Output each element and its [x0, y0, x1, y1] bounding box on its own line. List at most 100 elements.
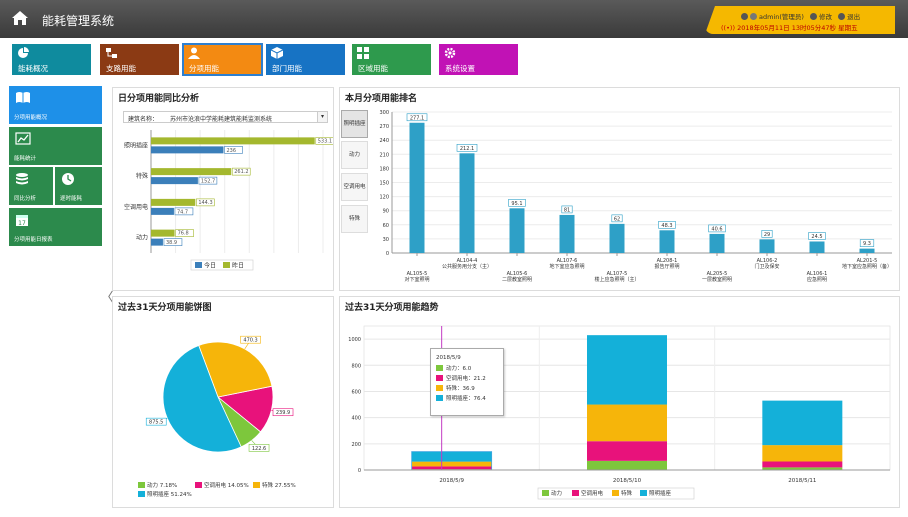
data-label: 76.8 — [178, 231, 189, 237]
pie-chart: 122.6 239.9 470.3 875.5 动力 7.18% 空调用电 14.05% 特… — [138, 335, 296, 498]
y-tick-label: 240 — [379, 138, 389, 144]
stack-segment — [762, 445, 843, 462]
nav-item-hourly[interactable]: 逐时能耗 — [55, 167, 102, 205]
y-tick-label: 0 — [358, 468, 361, 474]
y-tick-label: 120 — [379, 195, 389, 201]
tab-special[interactable]: 特殊 — [341, 205, 368, 233]
tab-module-2[interactable]: 分项用能 — [182, 43, 263, 76]
nav-item-label: 分项用能日报表 — [14, 237, 53, 243]
ranking-bar — [509, 208, 525, 253]
legend-swatch — [195, 482, 202, 488]
pie-icon — [18, 47, 29, 58]
user-icon — [188, 47, 200, 59]
trend-tooltip: 2018/5/9 动力：6.0 空调用电：21.2 特殊：36.9 照明插座：7… — [430, 348, 504, 416]
bar-yesterday — [151, 198, 196, 206]
legend-label: 动力 — [551, 489, 562, 497]
trend-stacked-chart: 0 200 400 600 800 1000 2018/5/9 2018/5/10 2018/5… — [348, 325, 891, 500]
tab-module-3[interactable]: 部门用能 — [266, 44, 345, 75]
data-label-box — [198, 176, 218, 185]
data-label: 29 — [764, 232, 770, 238]
tab-power[interactable]: 动力 — [341, 141, 368, 169]
nav-item-overview[interactable]: 分项用能概况 — [9, 86, 102, 124]
x-tick-label: 2018/5/10 — [613, 478, 642, 484]
data-label: 470.3 — [243, 338, 257, 344]
x-tick-label: AL106-1 — [807, 271, 828, 277]
user-icon — [750, 13, 757, 20]
bar-yesterday — [151, 137, 315, 145]
data-label-box — [508, 199, 526, 207]
info-icon — [741, 13, 748, 20]
stack-segment — [587, 404, 667, 442]
y-tick-label: 150 — [379, 181, 389, 187]
x-tick-label: AL205-5 — [707, 271, 728, 277]
nav-item-yoy[interactable]: 同比分析 — [9, 167, 53, 205]
data-label: 81 — [564, 207, 570, 213]
panel-monthly-ranking: 本月分项用能排名 — [339, 87, 900, 291]
y-tick-label: 0 — [386, 251, 389, 257]
panel-title: 日分项用能同比分析 — [118, 94, 200, 104]
data-label: 277.1 — [410, 115, 424, 121]
x-tick-label: 应急照明 — [807, 276, 827, 283]
x-tick-label: AL104-4 — [457, 258, 478, 264]
data-label: 74.7 — [177, 209, 188, 215]
ranking-bar — [409, 122, 425, 253]
data-label-box — [859, 239, 875, 247]
y-tick-label: 60 — [383, 223, 389, 229]
building-label: 建筑名称： — [128, 116, 159, 123]
app-title: 能耗管理系统 — [42, 14, 115, 28]
swatch — [436, 385, 443, 391]
x-tick-label: AL106-2 — [757, 258, 778, 264]
tab-lighting[interactable]: 照明插座 — [341, 110, 368, 138]
data-label: 236 — [226, 148, 236, 154]
stack-segment — [411, 461, 492, 467]
yoy-bar-chart: 照明插座 533.1 236 特殊 261.2 152.7 空调用电 144.3 74.7 动力 7… — [124, 130, 333, 271]
y-tick-label: 30 — [383, 237, 389, 243]
stack-segment — [411, 451, 492, 462]
tab-aircon[interactable]: 空调用电 — [341, 173, 368, 201]
panel-title: 过去31天分项用能趋势 — [345, 303, 439, 313]
nav-item-label: 逐时能耗 — [60, 196, 83, 202]
data-label-box — [163, 238, 183, 246]
data-label: 95.1 — [511, 201, 522, 207]
modify-link[interactable]: 修改 — [819, 13, 833, 21]
data-label: 261.2 — [234, 169, 248, 175]
power-icon — [838, 13, 846, 20]
collapse-arrow-icon[interactable]: 〈 — [100, 290, 114, 306]
tab-module-1[interactable]: 支路用能 — [100, 44, 179, 75]
user-row: admin(管理员) 修改 退出 — [741, 11, 860, 21]
tab-module-5[interactable]: 系统设置 — [439, 44, 518, 75]
data-label: 24.5 — [811, 234, 822, 240]
nav-item-label: 分项用能概况 — [14, 115, 48, 121]
ranking-bar — [609, 223, 625, 253]
data-label-box — [175, 229, 194, 237]
panel-title: 本月分项用能排名 — [345, 94, 418, 104]
tab-module-0[interactable]: 能耗概况 — [12, 44, 91, 75]
data-label: 40.6 — [711, 226, 722, 232]
ranking-bar — [659, 230, 675, 253]
building-select[interactable]: 建筑名称： 苏州市沧浪中学能耗建筑能耗监测系统 ▾ — [123, 111, 328, 123]
logout-link[interactable]: 退出 — [847, 13, 861, 21]
x-tick-label: 地下室应急照明（备） — [842, 263, 892, 270]
bar-today — [151, 207, 174, 215]
user-info-box: admin(管理员) 修改 退出 ((•)) 2018年05月11日 13时05… — [705, 6, 895, 34]
pie-slice-照明插座 — [162, 344, 242, 453]
nav-item-stats[interactable]: 能耗统计 — [9, 127, 102, 165]
tab-module-4[interactable]: 区域用能 — [352, 44, 431, 75]
bar-yesterday — [151, 229, 175, 237]
panel-title: 过去31天分项用能饼图 — [118, 303, 212, 313]
cube-icon — [271, 47, 283, 59]
x-tick-label: 二层教室照明 — [502, 276, 532, 283]
legend-swatch — [572, 490, 579, 496]
branch-icon — [106, 48, 117, 58]
data-label: 9.3 — [863, 241, 871, 247]
x-tick-label: 门卫及保安 — [754, 263, 779, 270]
data-label: 533.1 — [318, 138, 332, 144]
x-tick-label: AL107-5 — [607, 271, 628, 277]
y-tick-label: 1000 — [348, 337, 361, 343]
module-label: 部门用能 — [272, 64, 302, 73]
data-label-box — [611, 214, 623, 223]
home-icon[interactable] — [11, 10, 29, 26]
nav-item-daily-report[interactable]: 17 分项用能日报表 — [9, 208, 102, 246]
legend-label: 今日 — [204, 262, 216, 270]
ranking-bar — [559, 214, 575, 253]
